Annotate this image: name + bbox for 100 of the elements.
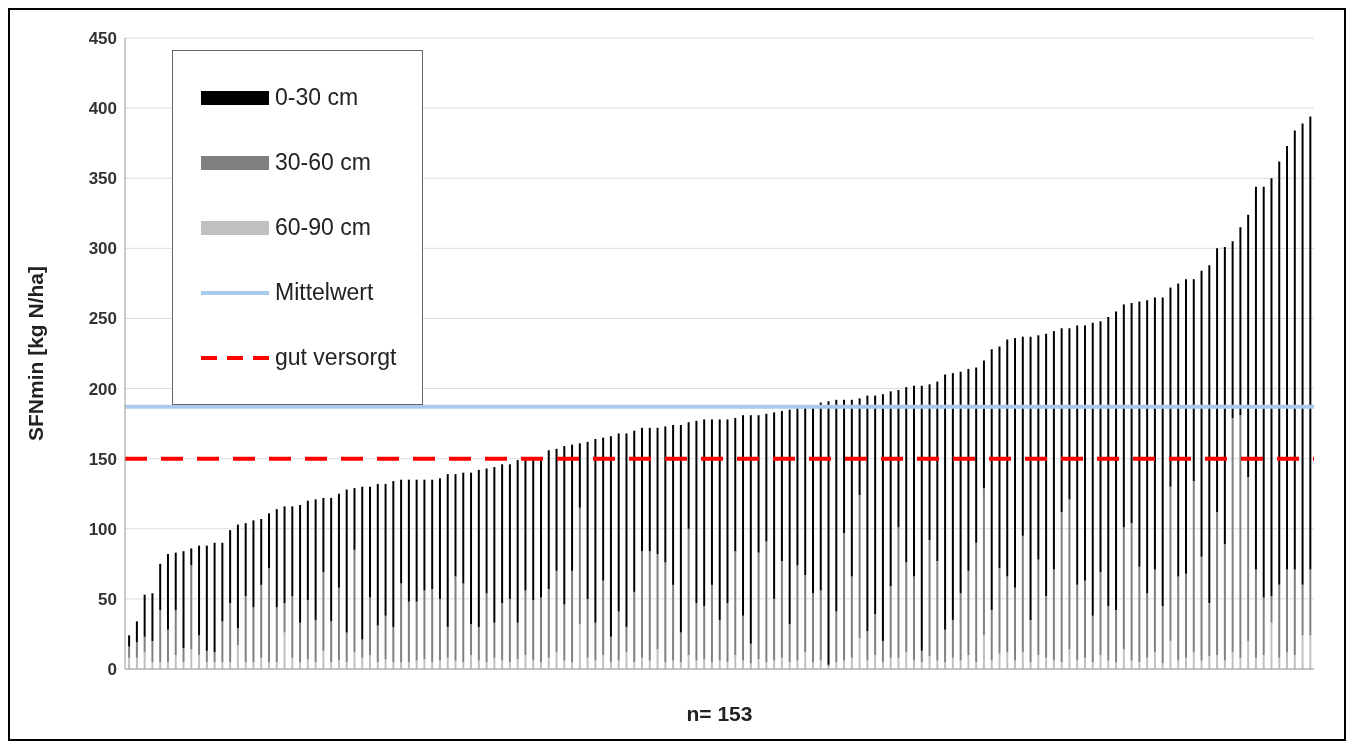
bar bbox=[1083, 657, 1086, 669]
bar bbox=[1192, 481, 1195, 653]
bar bbox=[159, 563, 162, 611]
bar bbox=[788, 409, 791, 625]
bar bbox=[1122, 527, 1125, 650]
bar bbox=[446, 626, 449, 658]
bar bbox=[633, 591, 636, 662]
bar bbox=[1107, 605, 1110, 661]
y-tick-label: 200 bbox=[88, 379, 117, 399]
bar bbox=[625, 626, 628, 653]
bar bbox=[866, 395, 869, 632]
bar bbox=[1115, 311, 1118, 611]
bar bbox=[928, 656, 931, 669]
bar bbox=[1286, 652, 1289, 669]
bar bbox=[881, 640, 884, 662]
bar bbox=[524, 458, 527, 591]
bar bbox=[135, 657, 138, 669]
bar bbox=[182, 551, 185, 648]
bar bbox=[1083, 325, 1086, 581]
bar bbox=[1006, 339, 1009, 577]
bar bbox=[664, 426, 667, 563]
bar bbox=[687, 528, 690, 655]
bar bbox=[330, 497, 333, 622]
bar bbox=[749, 663, 752, 669]
y-axis-title: SFNmin [kg N/ha] bbox=[24, 265, 48, 442]
bar bbox=[400, 479, 403, 584]
bar bbox=[1270, 596, 1273, 623]
bar bbox=[236, 628, 239, 646]
bar bbox=[967, 654, 970, 669]
bar bbox=[159, 610, 162, 662]
bar bbox=[617, 433, 620, 612]
bar bbox=[672, 425, 675, 585]
bar bbox=[1309, 569, 1312, 636]
bar bbox=[679, 425, 682, 633]
bar bbox=[1185, 573, 1187, 658]
bar bbox=[539, 458, 542, 598]
bar bbox=[780, 410, 783, 562]
bar bbox=[547, 589, 550, 658]
bar bbox=[905, 387, 908, 563]
bar bbox=[532, 600, 535, 661]
bar bbox=[757, 415, 760, 553]
y-tick-label: 450 bbox=[88, 29, 117, 49]
bar bbox=[252, 607, 255, 662]
bar bbox=[734, 551, 737, 655]
bar bbox=[1301, 123, 1304, 585]
bar bbox=[128, 657, 131, 669]
bar bbox=[1254, 569, 1257, 658]
bar bbox=[198, 545, 201, 636]
bar bbox=[423, 659, 426, 669]
bar bbox=[967, 570, 970, 655]
y-tick-label: 50 bbox=[98, 589, 117, 609]
bar bbox=[446, 657, 449, 669]
bar bbox=[306, 500, 309, 601]
bar bbox=[695, 420, 698, 604]
bar bbox=[337, 587, 340, 661]
bar bbox=[858, 638, 861, 669]
bar bbox=[508, 598, 511, 662]
bar bbox=[641, 427, 644, 552]
bar bbox=[843, 532, 846, 661]
bar bbox=[1161, 297, 1164, 606]
bar bbox=[843, 399, 846, 533]
bar bbox=[221, 542, 224, 622]
bar bbox=[128, 635, 131, 647]
bar bbox=[1052, 569, 1055, 661]
bar bbox=[1216, 248, 1219, 512]
bar bbox=[897, 389, 900, 528]
bar bbox=[749, 415, 752, 644]
bar bbox=[166, 629, 169, 662]
bar bbox=[361, 639, 364, 658]
bar bbox=[1293, 569, 1296, 655]
bar bbox=[913, 576, 915, 661]
bar bbox=[1169, 640, 1172, 669]
bar bbox=[1286, 569, 1289, 653]
bar bbox=[1192, 652, 1195, 669]
bar bbox=[742, 615, 745, 661]
bar bbox=[1068, 328, 1071, 500]
bar bbox=[951, 619, 954, 658]
bar bbox=[198, 654, 201, 669]
bar bbox=[889, 586, 892, 658]
bar bbox=[648, 551, 651, 661]
bar bbox=[773, 598, 776, 661]
bar bbox=[827, 401, 830, 665]
bar bbox=[609, 436, 612, 637]
bar bbox=[757, 552, 760, 660]
bar bbox=[1006, 652, 1009, 669]
bar bbox=[190, 548, 193, 566]
bar bbox=[1153, 569, 1156, 653]
y-tick-label: 350 bbox=[88, 169, 117, 189]
bar bbox=[260, 584, 263, 658]
bar bbox=[260, 657, 263, 669]
bar bbox=[1262, 186, 1265, 598]
bar bbox=[1208, 265, 1211, 604]
bar bbox=[1185, 657, 1187, 669]
bar bbox=[664, 562, 667, 662]
bar bbox=[1146, 300, 1149, 594]
bar bbox=[1185, 279, 1187, 574]
bar bbox=[1006, 576, 1009, 653]
bar bbox=[928, 540, 931, 657]
bar bbox=[1037, 654, 1040, 669]
bar bbox=[508, 464, 511, 599]
